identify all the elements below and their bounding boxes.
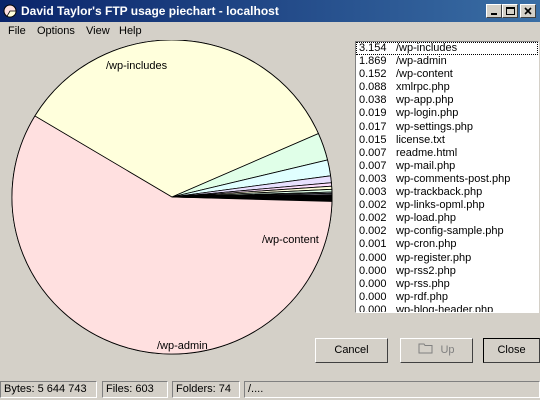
list-item[interactable]: 0.007 readme.html: [356, 147, 538, 160]
list-item[interactable]: 0.017 wp-settings.php: [356, 121, 538, 134]
list-item-name: /wp-includes: [396, 42, 458, 54]
list-item[interactable]: 3.154/wp-includes: [356, 42, 538, 56]
usage-list[interactable]: 3.154/wp-includes 1.869/wp-admin 0.152/wp-…: [355, 41, 539, 313]
list-item-size: 0.000: [359, 264, 387, 277]
list-item-name: wp-mail.php: [396, 159, 456, 172]
menu-view[interactable]: View: [86, 25, 110, 37]
list-item[interactable]: 0.002 wp-load.php: [356, 212, 538, 225]
list-item-size: 0.017: [359, 120, 387, 133]
list-item-size: 0.003: [359, 186, 387, 199]
list-item-size: 0.002: [359, 225, 387, 238]
list-item[interactable]: 0.152/wp-content: [356, 68, 538, 81]
up-label: Up: [440, 344, 455, 356]
status-bar: Bytes: 5 644 743 Files: 603 Folders: 74 …: [0, 379, 540, 400]
title-bar[interactable]: David Taylor's FTP usage piechart - loca…: [0, 0, 540, 22]
status-bytes: Bytes: 5 644 743: [0, 381, 97, 398]
list-item[interactable]: 0.000 wp-rss.php: [356, 278, 538, 291]
list-item-name: wp-settings.php: [396, 120, 474, 133]
list-item-size: 0.002: [359, 199, 387, 212]
close-window-button[interactable]: [520, 4, 536, 18]
list-item-name: wp-rdf.php: [396, 290, 448, 303]
list-item-size: 0.001: [359, 238, 387, 251]
list-item-name: wp-login.php: [396, 107, 459, 120]
list-item-name: wp-load.php: [396, 212, 456, 225]
list-item-size: 1.869: [359, 55, 387, 68]
list-item[interactable]: 0.007 wp-mail.php: [356, 160, 538, 173]
menu-help[interactable]: Help: [119, 25, 142, 37]
list-item[interactable]: 0.000 wp-rdf.php: [356, 291, 538, 304]
list-item-size: 0.088: [359, 81, 387, 94]
list-item-name: /wp-content: [396, 68, 453, 81]
menu-file[interactable]: File: [8, 25, 26, 37]
list-item[interactable]: 0.038 wp-app.php: [356, 94, 538, 107]
up-button[interactable]: Up: [400, 338, 473, 363]
list-item-name: wp-cron.php: [396, 238, 457, 251]
list-item-name: /wp-admin: [396, 55, 447, 68]
list-item[interactable]: 0.000 wp-blog-header.php: [356, 303, 538, 313]
folder-up-icon: [418, 343, 433, 354]
list-item[interactable]: 0.000 wp-register.php: [356, 252, 538, 265]
list-item-name: wp-blog-header.php: [396, 303, 494, 313]
list-item-size: 0.019: [359, 107, 387, 120]
list-item[interactable]: 0.002 wp-config-sample.php: [356, 225, 538, 238]
list-item-name: wp-rss2.php: [396, 264, 456, 277]
list-item-name: wp-trackback.php: [396, 186, 483, 199]
cancel-button[interactable]: Cancel: [315, 338, 388, 363]
usage-pie-chart[interactable]: /wp-includes/wp-admin/wp-content: [0, 40, 352, 378]
list-item[interactable]: 0.000 wp-rss2.php: [356, 265, 538, 278]
list-item[interactable]: 0.001 wp-cron.php: [356, 238, 538, 251]
list-item[interactable]: 0.088 xmlrpc.php: [356, 81, 538, 94]
status-files: Files: 603: [102, 381, 168, 398]
list-item-size: 0.000: [359, 303, 387, 313]
list-item[interactable]: 0.019 wp-login.php: [356, 107, 538, 120]
list-item-size: 0.000: [359, 290, 387, 303]
pie-slice-label: /wp-content: [262, 234, 319, 246]
list-item[interactable]: 0.002 wp-links-opml.php: [356, 199, 538, 212]
list-item-name: wp-rss.php: [396, 277, 450, 290]
app-icon: [3, 4, 17, 18]
list-item-size: 0.000: [359, 251, 387, 264]
cancel-label: Cancel: [334, 344, 369, 356]
minimize-button[interactable]: [486, 4, 502, 18]
pie-slice-label: /wp-includes: [106, 60, 168, 72]
list-item-size: 3.154: [359, 42, 387, 54]
list-item[interactable]: 0.015 license.txt: [356, 134, 538, 147]
minimize-icon: [491, 13, 497, 15]
pie-slice-label: /wp-admin: [157, 340, 208, 352]
list-item-name: license.txt: [396, 133, 445, 146]
list-item-size: 0.007: [359, 146, 387, 159]
pie-slice[interactable]: [11, 115, 333, 355]
list-item-name: xmlrpc.php: [396, 81, 450, 94]
list-item-size: 0.000: [359, 277, 387, 290]
list-item-name: wp-config-sample.php: [396, 225, 504, 238]
list-item-name: wp-links-opml.php: [396, 199, 485, 212]
list-item[interactable]: 0.003 wp-comments-post.php: [356, 173, 538, 186]
list-item-name: readme.html: [396, 146, 458, 159]
menu-options[interactable]: Options: [37, 25, 75, 37]
pie-slice[interactable]: [171, 196, 333, 202]
maximize-icon: [506, 7, 515, 15]
list-item-size: 0.038: [359, 94, 387, 107]
close-button[interactable]: Close: [483, 338, 540, 363]
status-path: /....: [244, 381, 540, 398]
window-title: David Taylor's FTP usage piechart - loca…: [21, 4, 279, 18]
list-item-size: 0.002: [359, 212, 387, 225]
list-item-size: 0.003: [359, 172, 387, 185]
list-item-size: 0.007: [359, 159, 387, 172]
pie-slice[interactable]: [34, 40, 319, 198]
list-item[interactable]: 1.869/wp-admin: [356, 55, 538, 68]
close-label: Close: [497, 344, 526, 356]
close-icon: [524, 7, 532, 15]
list-item-name: wp-register.php: [396, 251, 472, 264]
status-folders: Folders: 74: [172, 381, 240, 398]
list-item-name: wp-comments-post.php: [396, 172, 511, 185]
maximize-button[interactable]: [502, 4, 518, 18]
list-item-size: 0.152: [359, 68, 387, 81]
list-item-name: wp-app.php: [396, 94, 454, 107]
menu-bar: File Options View Help: [0, 22, 540, 40]
list-item[interactable]: 0.003 wp-trackback.php: [356, 186, 538, 199]
list-item-size: 0.015: [359, 133, 387, 146]
